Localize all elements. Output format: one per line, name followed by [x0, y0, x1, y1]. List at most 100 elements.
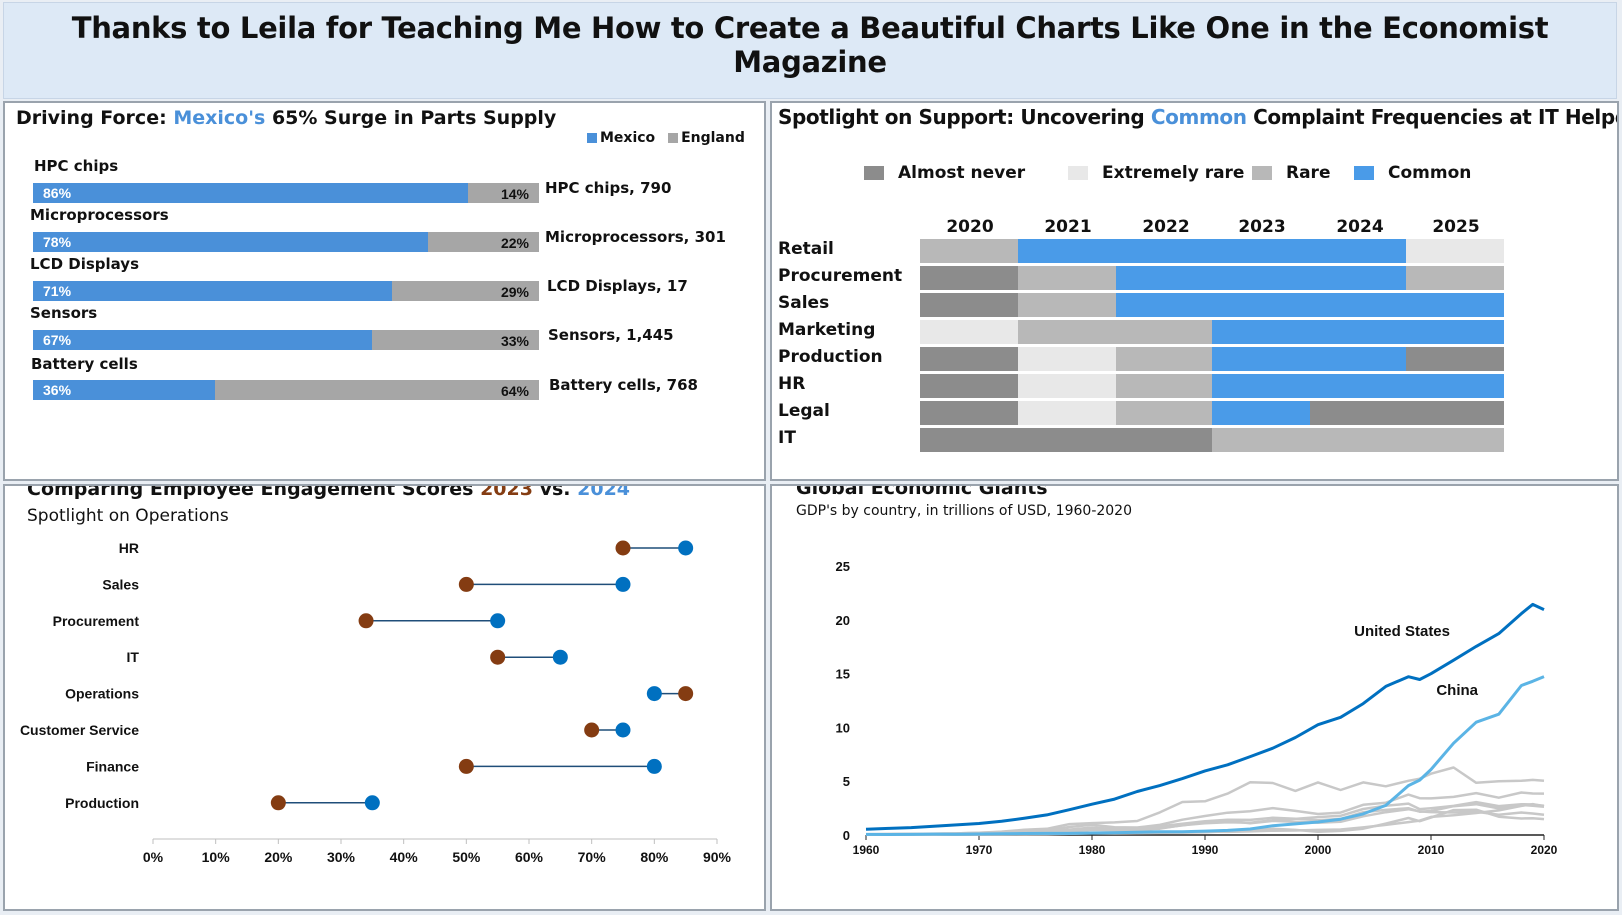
point-2024 — [552, 649, 568, 665]
legend-swatch-mexico — [587, 133, 597, 143]
line-china — [865, 675, 1545, 836]
heatmap-cell — [1406, 239, 1504, 263]
heatmap-cell — [1116, 266, 1214, 290]
title-year-2023: 2023 — [480, 484, 533, 500]
bar-category-label: HPC chips — [34, 157, 119, 175]
point-2024 — [615, 576, 631, 592]
helpdesk-title: Spotlight on Support: Uncovering Common … — [778, 105, 1617, 129]
x-tick-label: 2000 — [1305, 843, 1332, 857]
bar-category-label: Battery cells — [31, 355, 138, 373]
point-2024 — [490, 613, 506, 629]
heatmap-row-label: Production — [778, 347, 883, 367]
heatmap-cell — [920, 347, 1018, 371]
category-label: Operations — [65, 686, 139, 702]
heatmap-row-label: Retail — [778, 239, 834, 259]
title-year-2024: 2024 — [577, 484, 631, 500]
heatmap-cell — [920, 293, 1018, 317]
y-tick-label: 5 — [843, 774, 850, 789]
heatmap-cell — [1212, 401, 1310, 425]
bar-mexico: 71% — [33, 281, 393, 301]
heatmap-cell — [1310, 266, 1408, 290]
title-part: Comparing Employee Engagement Scores — [27, 484, 474, 500]
heatmap-cell — [1018, 401, 1116, 425]
bar-category-label: Sensors — [30, 304, 98, 322]
heatmap-row-label: Procurement — [778, 266, 903, 286]
heatmap-cell — [920, 401, 1018, 425]
bar-mexico-label: 71% — [43, 283, 72, 299]
heatmap-cell — [1310, 374, 1408, 398]
y-tick-label: 15 — [836, 667, 850, 682]
title-part: Driving Force: — [16, 107, 167, 129]
gdp-panel: Global Economic Giants GDP's by country,… — [770, 484, 1619, 911]
x-tick-label: 40% — [390, 849, 419, 865]
heatmap-legend-item: Common — [1354, 163, 1471, 183]
legend-label: Almost never — [898, 163, 1026, 183]
legend-label: Extremely rare — [1102, 163, 1245, 183]
bar-mexico-label: 67% — [43, 332, 72, 348]
heatmap-cell — [1212, 374, 1310, 398]
heatmap-column-label: 2025 — [1432, 217, 1480, 237]
heatmap-cell — [1116, 293, 1214, 317]
point-2023 — [458, 758, 474, 774]
point-2024 — [364, 795, 380, 811]
legend-label: Common — [1388, 163, 1472, 183]
heatmap-cell — [1310, 293, 1408, 317]
gdp-line-chart: 0 5 10 15 20 25 1960 1970 1980 1990 2000 2010 2020 Un… — [836, 559, 1558, 857]
title-part: Spotlight on Support: Uncovering — [778, 105, 1145, 129]
heatmap-cell — [1406, 428, 1504, 452]
heatmap-cell — [1116, 401, 1214, 425]
heatmap-cell — [1310, 320, 1408, 344]
heatmap-column-label: 2024 — [1336, 217, 1384, 237]
x-tick-label: 2010 — [1418, 843, 1445, 857]
point-2023 — [615, 540, 631, 556]
engagement-panel: Comparing Employee Engagement Scores 202… — [3, 484, 766, 911]
point-2023 — [270, 795, 286, 811]
bar-annotation: Battery cells, 768 — [549, 376, 698, 394]
category-label: Finance — [86, 758, 139, 774]
parts-supply-panel: Driving Force: Mexico's 65% Surge in Par… — [3, 101, 766, 481]
x-tick-label: 60% — [515, 849, 544, 865]
gdp-title: Global Economic Giants — [796, 484, 1048, 499]
point-2023 — [458, 576, 474, 592]
point-2023 — [678, 686, 694, 702]
bar-england: 64% — [215, 380, 539, 400]
bar-category-label: LCD Displays — [30, 255, 140, 273]
category-label: Production — [65, 795, 139, 811]
heatmap-cell — [1116, 320, 1214, 344]
heatmap-cell — [1212, 347, 1310, 371]
category-label: IT — [127, 649, 140, 665]
title-highlight: Mexico's — [173, 107, 266, 129]
heatmap-cell — [1018, 320, 1116, 344]
x-tick-label: 30% — [327, 849, 356, 865]
heatmap-cell — [1018, 239, 1116, 263]
heatmap-cell — [1310, 428, 1408, 452]
heatmap-cell — [1116, 347, 1214, 371]
y-tick-label: 10 — [836, 720, 850, 735]
bar-england: 29% — [392, 281, 539, 301]
bar-annotation: Sensors, 1,445 — [548, 326, 674, 344]
heatmap-cell — [1406, 266, 1504, 290]
x-tick-label: 90% — [703, 849, 732, 865]
heatmap-legend-item: Extremely rare — [1068, 163, 1244, 183]
x-tick-label: 70% — [578, 849, 607, 865]
line-united-states — [865, 602, 1545, 831]
bar-england-label: 64% — [500, 383, 529, 399]
heatmap-cell — [920, 428, 1018, 452]
heatmap-cell — [1018, 374, 1116, 398]
legend-label: England — [681, 130, 745, 146]
legend-swatch — [1252, 166, 1272, 180]
point-2024 — [646, 758, 662, 774]
bar-england-label: 22% — [500, 235, 529, 251]
bar-row: 36% 64% — [33, 380, 539, 400]
title-part: 65% Surge in Parts Supply — [271, 107, 557, 129]
category-label: Sales — [102, 576, 139, 592]
heatmap-cell — [920, 320, 1018, 344]
page-title: Thanks to Leila for Teaching Me How to C… — [71, 11, 1549, 79]
heatmap-legend-item: Rare — [1252, 163, 1330, 183]
category-label: HR — [119, 540, 139, 556]
point-2023 — [490, 649, 506, 665]
heatmap-column-label: 2022 — [1142, 217, 1190, 237]
heatmap-column-label: 2023 — [1238, 217, 1286, 237]
x-tick-label: 50% — [452, 849, 481, 865]
bar-mexico-label: 86% — [43, 185, 72, 201]
